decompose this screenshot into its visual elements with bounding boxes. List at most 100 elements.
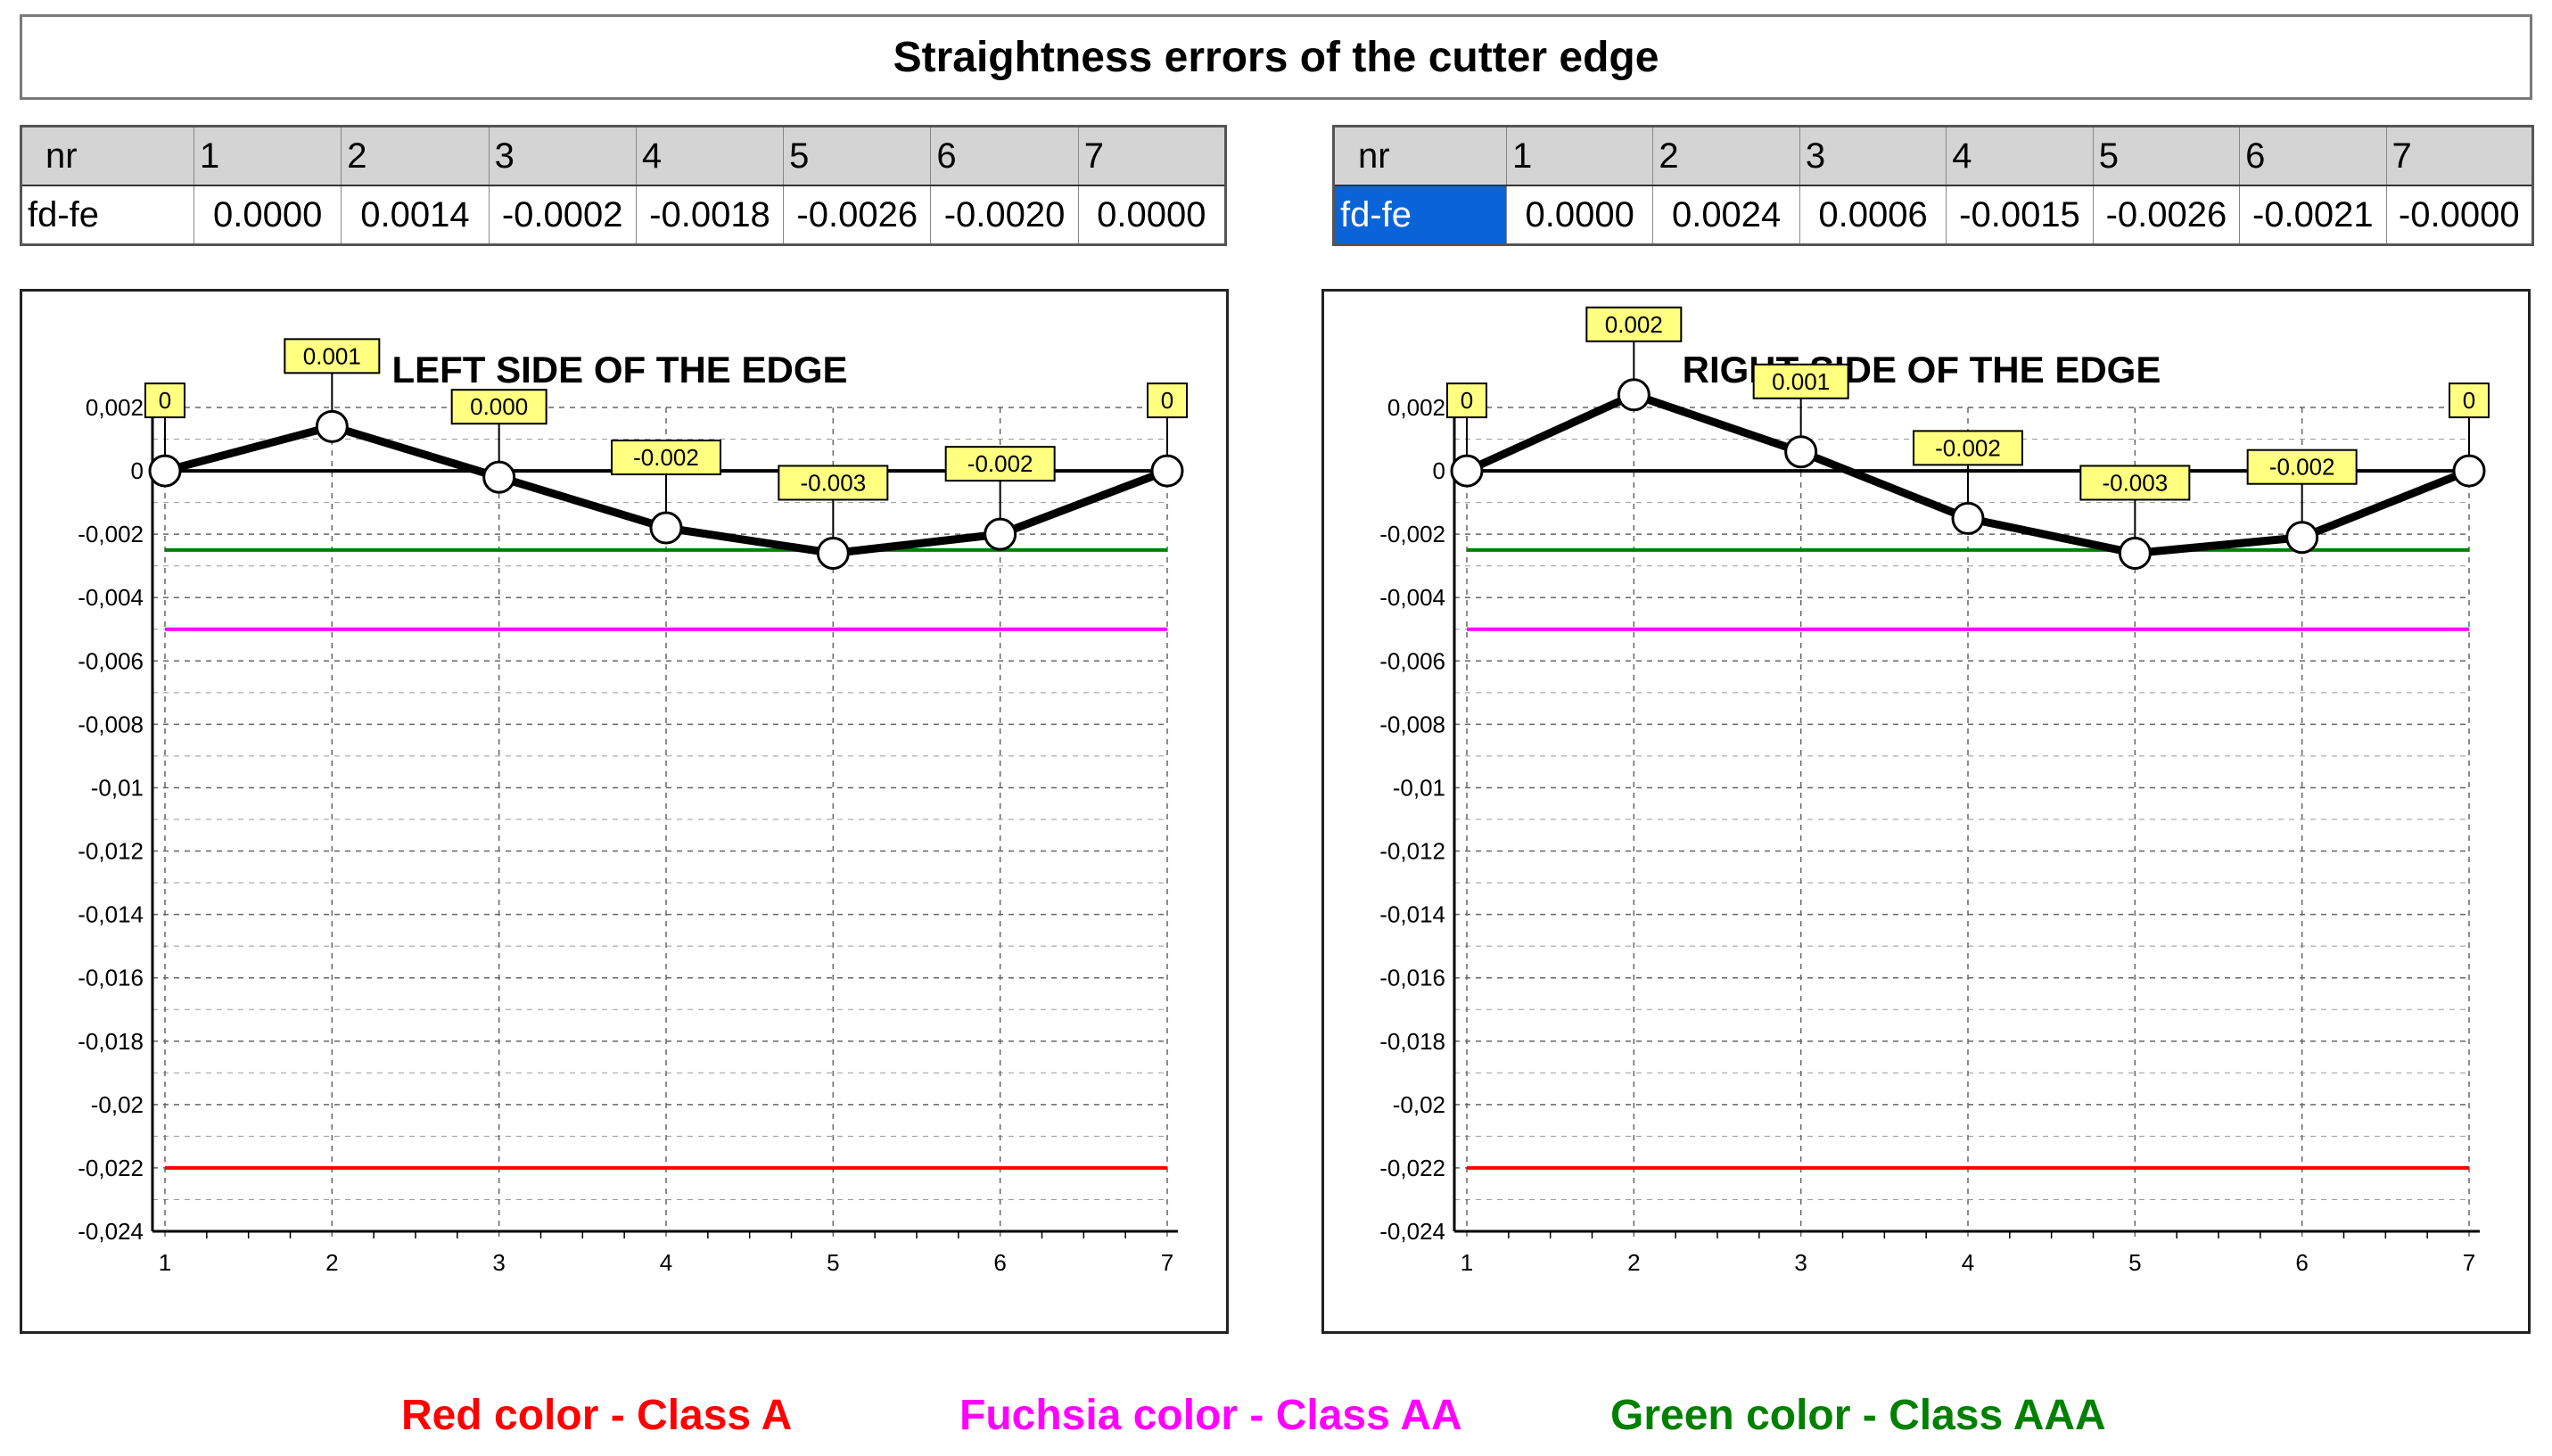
y-tick-label: -0,012 [78,838,144,865]
data-point [649,511,683,545]
y-tick-label: -0,008 [78,711,144,737]
data-label-box [778,465,889,501]
y-tick-label: -0,002 [78,521,144,547]
data-point [1951,501,1985,535]
x-tick-label: 1 [159,1249,171,1276]
table-cell[interactable]: -0.0015 [1946,185,2094,245]
left-edge-chart: 0,002 0 -0,002 -0,004 -0,006 -0,008 -0,01 -0,01… [78,338,1188,1276]
row-label[interactable]: fd-fe [21,185,194,245]
table-cell[interactable]: -0.0021 [2239,185,2387,245]
y-tick-label: -0,006 [78,647,144,674]
legend-class-a: Red color - Class A [401,1392,793,1439]
data-point [2118,536,2152,570]
y-tick-label: -0,014 [78,901,144,928]
row-label[interactable]: fd-fe [1333,185,1507,245]
column-header[interactable]: 6 [2239,126,2387,186]
x-tick-label: 4 [660,1249,672,1276]
data-point [482,460,516,494]
x-tick-label: 5 [827,1249,839,1276]
y-tick-label: -0,02 [1393,1091,1445,1118]
table-row: fd-fe 0.0000 0.0024 0.0006 -0.0015 -0.00… [1333,185,2534,245]
data-label: -0.002 [1935,434,2001,461]
y-tick-label: -0,024 [1379,1218,1445,1245]
x-tick-label: 7 [2463,1249,2475,1276]
page-title-panel: Straightness errors of the cutter edge [20,14,2532,100]
data-label-box [611,440,721,476]
left-values-table: nr 1 2 3 4 5 6 7 fd-fe 0.0000 0.0014 -0.… [20,125,1227,246]
y-tick-label: 0 [1433,457,1445,484]
table-cell[interactable]: 0.0000 [1505,185,1654,245]
column-header[interactable]: 1 [1505,126,1654,186]
table-cell[interactable]: -0.0020 [930,185,1079,245]
column-header[interactable]: 6 [930,126,1079,186]
data-label-box [1147,383,1188,419]
chart-title: LEFT SIDE OF THE EDGE [391,349,847,391]
data-label: -0.002 [2269,454,2335,481]
data-label-box [1913,430,2023,466]
table-cell[interactable]: -0.0026 [2092,185,2241,245]
y-tick-label: 0 [131,457,144,484]
legend-class-aaa: Green color - Class AAA [1610,1392,2106,1439]
column-header[interactable]: 3 [1799,126,1947,186]
data-label-box [284,338,381,374]
table-header-row: nr 1 2 3 4 5 6 7 [1333,126,2534,186]
table-cell[interactable]: 0.0000 [193,185,342,245]
data-label: 0.001 [303,342,361,369]
data-label-box [1752,363,1849,399]
table-cell[interactable]: -0.0026 [783,185,932,245]
table-cell[interactable]: 0.0024 [1652,185,1800,245]
x-tick-label: 1 [1461,1249,1473,1276]
data-label: 0 [1461,387,1473,414]
table-header-label: nr [21,126,194,186]
data-label: 0.001 [1772,368,1830,395]
right-edge-chart-panel: 0,002 0 -0,002 -0,004 -0,006 -0,008 -0,01 -0,01… [1321,289,2531,1334]
y-tick-label: -0,006 [1379,647,1445,674]
table-cell[interactable]: 0.0006 [1799,185,1947,245]
data-point [1617,378,1651,412]
column-header[interactable]: 7 [2385,126,2534,186]
data-label-box [2246,448,2358,485]
page-title: Straightness errors of the cutter edge [893,33,1659,81]
column-header[interactable]: 5 [2092,126,2241,186]
x-tick-label: 3 [492,1249,505,1276]
column-header[interactable]: 7 [1077,126,1227,186]
data-label: 0.002 [1605,311,1663,338]
table-cell[interactable]: 0.0014 [341,185,490,245]
column-header[interactable]: 2 [341,126,490,186]
data-label-box [2449,383,2490,419]
data-point [1450,454,1484,488]
column-header[interactable]: 4 [1946,126,2094,186]
data-label: 0 [1161,387,1173,414]
data-point [1150,454,1184,488]
y-tick-label: -0,02 [91,1091,144,1118]
x-tick-label: 3 [1794,1249,1807,1276]
y-tick-label: -0,008 [1379,711,1445,737]
column-header[interactable]: 3 [488,126,637,186]
column-header[interactable]: 1 [193,126,342,186]
column-header[interactable]: 4 [635,126,785,186]
data-point [984,517,1017,551]
y-tick-label: 0,002 [1387,394,1445,421]
y-tick-label: -0,024 [78,1218,144,1245]
left-edge-chart-panel: 0,002 0 -0,002 -0,004 -0,006 -0,008 -0,01 -0,01… [20,289,1229,1334]
table-header-label: nr [1333,126,1507,186]
data-point [315,409,349,443]
right-values-table: nr 1 2 3 4 5 6 7 fd-fe 0.0000 0.0024 0.0… [1332,125,2534,246]
column-header[interactable]: 5 [783,126,932,186]
data-label-box [144,383,185,419]
table-cell[interactable]: -0.0000 [2385,185,2534,245]
column-header[interactable]: 2 [1652,126,1800,186]
data-point [1784,435,1818,469]
table-cell[interactable]: -0.0018 [635,185,785,245]
y-tick-label: -0,01 [91,774,144,801]
data-label-box [2079,465,2191,501]
table-cell[interactable]: -0.0002 [488,185,637,245]
data-label: -0.003 [2102,469,2168,496]
right-edge-chart: 0,002 0 -0,002 -0,004 -0,006 -0,008 -0,01 -0,01… [1379,306,2490,1276]
data-label-box [1446,383,1487,419]
table-cell[interactable]: 0.0000 [1077,185,1227,245]
x-tick-label: 2 [1627,1249,1640,1276]
y-tick-label: -0,012 [1379,838,1445,865]
data-label-box [450,389,547,425]
table-row: fd-fe 0.0000 0.0014 -0.0002 -0.0018 -0.0… [21,185,1227,245]
